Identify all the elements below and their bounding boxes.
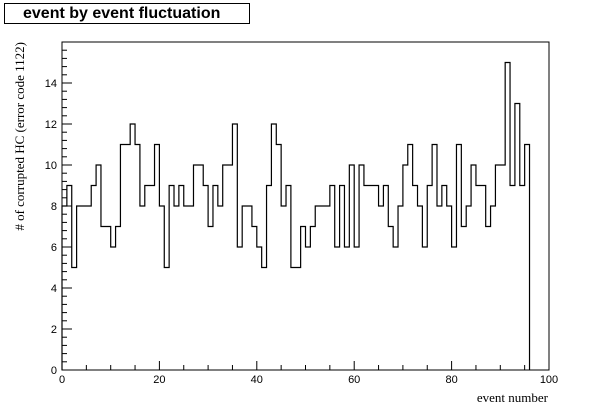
- x-axis-title: event number: [477, 390, 549, 405]
- chart-title: event by event fluctuation: [4, 3, 250, 24]
- y-tick-label: 14: [45, 78, 57, 90]
- histogram-line: [61, 61, 531, 370]
- x-tick-label: 80: [445, 374, 457, 386]
- y-tick-label: 4: [51, 283, 57, 295]
- y-axis-title: # of corrupted HC (error code 1122): [12, 42, 27, 231]
- x-tick-label: 20: [153, 374, 165, 386]
- x-tick-label: 40: [251, 374, 263, 386]
- y-tick-label: 10: [45, 160, 57, 172]
- x-axis: 0 20 40 60 80 100: [59, 361, 558, 386]
- y-tick-label: 8: [51, 201, 57, 213]
- x-tick-label: 60: [348, 374, 360, 386]
- y-tick-label: 2: [51, 324, 57, 336]
- y-tick-label: 6: [51, 242, 57, 254]
- y-tick-label: 0: [51, 365, 57, 377]
- y-axis: 0 2 4 6 8 10 12 14: [45, 49, 72, 377]
- x-tick-label: 0: [59, 374, 65, 386]
- x-tick-label: 100: [540, 374, 558, 386]
- y-tick-label: 12: [45, 119, 57, 131]
- plot-frame: [61, 41, 550, 371]
